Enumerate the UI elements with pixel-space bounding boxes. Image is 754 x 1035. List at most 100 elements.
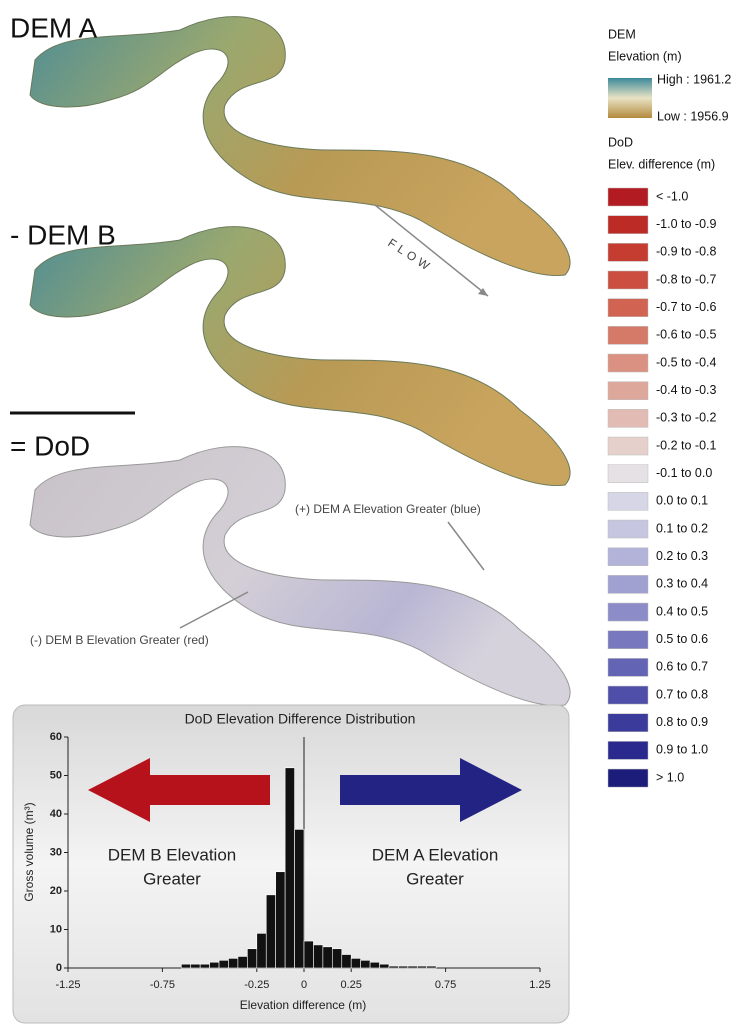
y-tick-label: 10 <box>50 923 62 935</box>
bar <box>342 955 351 968</box>
bar <box>427 966 436 968</box>
bar <box>398 966 407 968</box>
bar <box>191 964 200 968</box>
y-tick-label: 50 <box>50 769 62 781</box>
x-tick-label: 0.75 <box>435 979 456 991</box>
y-tick-label: 40 <box>50 808 62 820</box>
bar <box>257 933 266 968</box>
bar <box>380 964 389 968</box>
legend-label: 0.9 to 1.0 <box>656 743 708 757</box>
legend-swatch <box>608 741 648 759</box>
bar <box>276 872 285 968</box>
legend-label: -0.7 to -0.6 <box>656 300 716 314</box>
panel-label: - DEM B <box>10 219 116 250</box>
dem-b-map <box>30 227 570 486</box>
y-tick-label: 0 <box>56 962 62 974</box>
legend-swatch <box>608 658 648 676</box>
legend-swatch <box>608 603 648 621</box>
legend-swatch <box>608 188 648 206</box>
legend-label: 0.4 to 0.5 <box>656 604 708 618</box>
legend-swatch <box>608 492 648 510</box>
bar <box>238 956 247 968</box>
x-tick-label: 0 <box>301 979 307 991</box>
x-tick-label: -0.75 <box>150 979 175 991</box>
bar <box>295 829 304 968</box>
bar <box>247 949 256 968</box>
legend-swatch <box>608 354 648 372</box>
legend-high: High : 1961.2 <box>657 72 731 86</box>
x-tick-label: 1.25 <box>529 979 550 991</box>
legend-swatch <box>608 686 648 704</box>
flow-label: FLOW <box>385 236 435 275</box>
legend-subtitle: Elev. difference (m) <box>608 157 715 171</box>
legend-swatch <box>608 548 648 566</box>
annotation: (-) DEM B Elevation Greater (red) <box>30 633 209 647</box>
bar <box>313 945 322 968</box>
annotation: (+) DEM A Elevation Greater (blue) <box>295 502 481 516</box>
legend-swatch <box>608 714 648 732</box>
legend-label: 0.7 to 0.8 <box>656 687 708 701</box>
panel-label: DEM A <box>10 12 97 43</box>
legend-label: 0.0 to 0.1 <box>656 494 708 508</box>
legend-label: 0.8 to 0.9 <box>656 715 708 729</box>
legend-low: Low : 1956.9 <box>657 109 729 123</box>
annotation: Greater <box>406 869 464 888</box>
legend-swatch <box>608 575 648 593</box>
chart-title: DoD Elevation Difference Distribution <box>185 711 416 727</box>
bar <box>389 966 398 968</box>
dod-legend: < -1.0 -1.0 to -0.9 -0.9 to -0.8 -0.8 to -0… <box>608 188 716 787</box>
annotation-arrow <box>448 522 484 570</box>
legend-swatch <box>608 409 648 427</box>
legend-label: 0.6 to 0.7 <box>656 660 708 674</box>
y-tick-label: 30 <box>50 846 62 858</box>
legend-swatch <box>608 243 648 261</box>
legend-swatch <box>608 216 648 234</box>
legend-swatch <box>608 631 648 649</box>
bar <box>361 960 370 968</box>
bar <box>370 962 379 968</box>
legend-swatch <box>608 326 648 344</box>
dod-map <box>30 447 570 706</box>
bar <box>304 941 313 968</box>
annotation: DEM B Elevation <box>108 845 237 864</box>
bar <box>266 895 275 968</box>
legend-label: -0.9 to -0.8 <box>656 245 716 259</box>
bar <box>181 964 190 968</box>
x-tick-label: -0.25 <box>244 979 269 991</box>
elevation-ramp <box>608 78 652 118</box>
legend-swatch <box>608 520 648 538</box>
bar <box>285 768 294 968</box>
bar <box>417 966 426 968</box>
legend-label: -0.2 to -0.1 <box>656 438 716 452</box>
y-axis-label: Gross volume (m³) <box>22 802 36 901</box>
figure: DEM A - DEM B = DoD FLOW (+) DEM A Eleva… <box>0 0 754 1030</box>
bar <box>210 962 219 968</box>
annotation: Greater <box>143 869 201 888</box>
legend-swatch <box>608 271 648 289</box>
bar <box>200 964 209 968</box>
x-tick-label: 0.25 <box>340 979 361 991</box>
legend-label: 0.1 to 0.2 <box>656 521 708 535</box>
bar <box>332 949 341 968</box>
legend-label: -0.5 to -0.4 <box>656 355 716 369</box>
bar <box>219 960 228 968</box>
x-axis-label: Elevation difference (m) <box>240 998 367 1012</box>
legend-label: -0.6 to -0.5 <box>656 328 716 342</box>
legend-label: 0.5 to 0.6 <box>656 632 708 646</box>
legend-label: -1.0 to -0.9 <box>656 217 716 231</box>
legend-label: > 1.0 <box>656 770 684 784</box>
legend-label: -0.3 to -0.2 <box>656 411 716 425</box>
legend-label: -0.8 to -0.7 <box>656 272 716 286</box>
legend-title: DEM <box>608 27 636 41</box>
annotation: DEM A Elevation <box>372 845 499 864</box>
x-tick-label: -1.25 <box>55 979 80 991</box>
legend-label: < -1.0 <box>656 189 688 203</box>
legend-label: -0.4 to -0.3 <box>656 383 716 397</box>
legend-subtitle: Elevation (m) <box>608 49 682 63</box>
legend-swatch <box>608 299 648 317</box>
annotation-arrow <box>180 592 248 628</box>
y-tick-label: 60 <box>50 731 62 743</box>
legend-title: DoD <box>608 135 633 149</box>
legend-label: 0.2 to 0.3 <box>656 549 708 563</box>
legend-swatch <box>608 437 648 455</box>
